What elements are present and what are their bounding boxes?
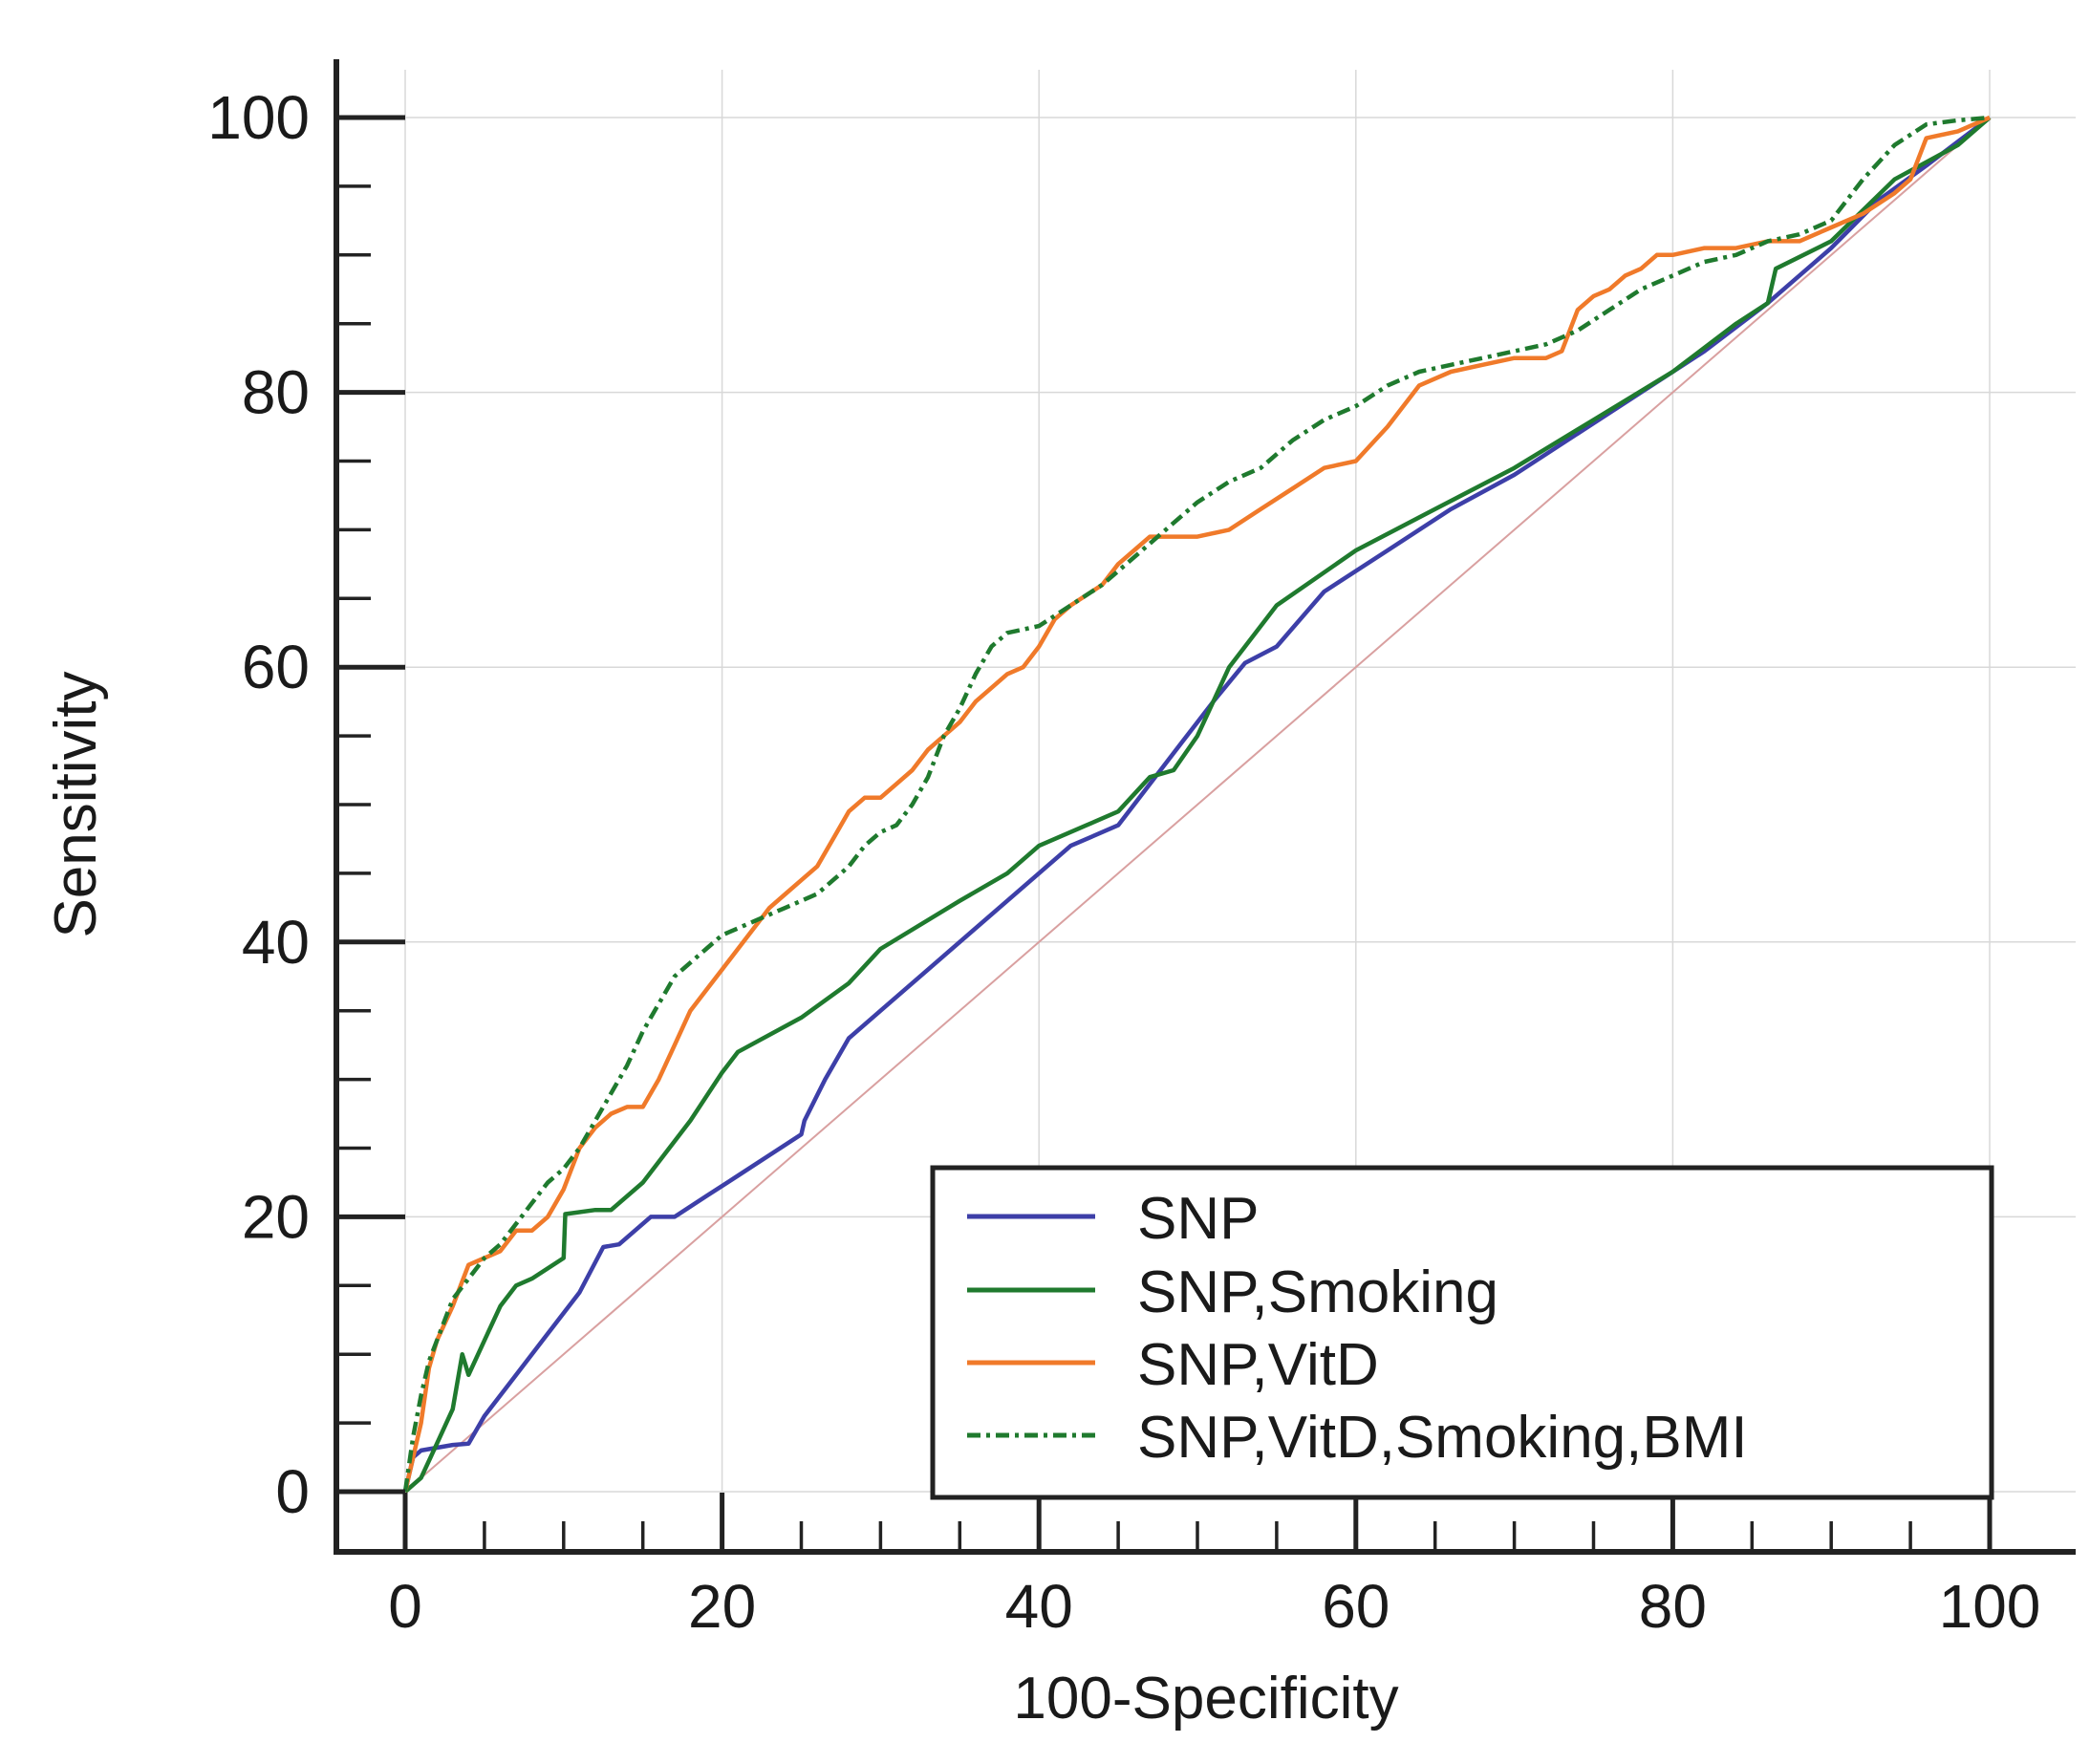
y-tick-labels: 0 20 40 60 80 100 [207, 83, 310, 1526]
y-tick-label-20: 20 [242, 1182, 310, 1251]
y-tick-label-0: 0 [275, 1457, 310, 1526]
legend-label-snp-vitd: SNP,VitD [1137, 1332, 1379, 1398]
y-tick-label-80: 80 [242, 358, 310, 427]
x-tick-label-60: 60 [1322, 1572, 1390, 1641]
x-tick-label-0: 0 [388, 1572, 422, 1641]
reference-diagonal [404, 117, 1991, 1493]
y-tick-label-60: 60 [242, 633, 310, 701]
x-axis-title: 100-Specificity [1013, 1666, 1398, 1732]
series-line-snp [402, 116, 1992, 1493]
series-line-snp-smoking [403, 116, 1992, 1494]
series-layer [402, 115, 1992, 1494]
y-tick-label-100: 100 [207, 83, 310, 152]
legend-label-snp-vitd-smoking-bmi: SNP,VitD,Smoking,BMI [1137, 1405, 1748, 1471]
x-tick-label-80: 80 [1639, 1572, 1707, 1641]
y-tick-label-40: 40 [242, 908, 310, 977]
x-tick-label-20: 20 [688, 1572, 756, 1641]
x-tick-label-40: 40 [1005, 1572, 1073, 1641]
grid-lines [367, 70, 2076, 1493]
x-tick-labels: 0 20 40 60 80 100 [388, 1572, 2040, 1641]
legend-label-snp: SNP [1137, 1186, 1259, 1252]
series-line-snp-vitd-smoking-bmi [402, 115, 1991, 1493]
legend-label-snp-smoking: SNP,Smoking [1137, 1259, 1498, 1325]
series-line-snp-vitd [402, 115, 1991, 1493]
y-axis-title: Sensitivity [43, 671, 109, 937]
x-tick-label-100: 100 [1939, 1572, 2041, 1641]
legend: SNP SNP,Smoking SNP,VitD SNP,VitD,Smoking,B… [930, 1165, 1994, 1500]
axes [334, 59, 2076, 1555]
legend-box [930, 1165, 1994, 1500]
